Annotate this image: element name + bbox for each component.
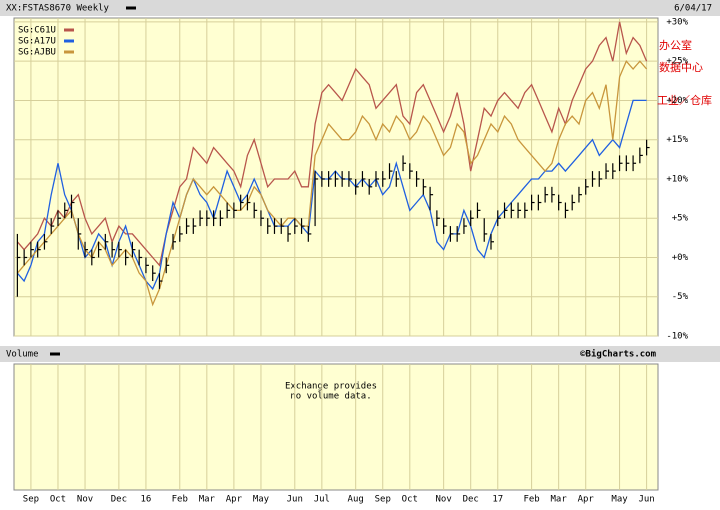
x-tick-label: Aug	[348, 495, 364, 505]
annotation: 工业／仓库	[657, 93, 712, 107]
header-bar	[0, 0, 720, 16]
plot-area	[13, 17, 659, 337]
x-tick-label: Apr	[226, 495, 243, 505]
x-tick-label: Jul	[314, 495, 330, 505]
x-tick-label: Feb	[172, 495, 188, 505]
x-tick-label: Oct	[50, 495, 66, 505]
volume-title: Volume	[6, 350, 39, 360]
x-tick-label: 17	[492, 495, 503, 505]
series-line	[16, 99, 647, 291]
legend-label: SG:A17U	[18, 37, 56, 47]
annotation: 办公室	[659, 38, 692, 52]
x-tick-label: May	[611, 495, 628, 505]
series-line	[16, 59, 648, 307]
x-tick-label: Jun	[638, 495, 654, 505]
x-tick-label: Apr	[578, 495, 595, 505]
y-tick-label: +0%	[672, 253, 689, 263]
y-tick-label: -5%	[672, 292, 689, 302]
y-tick-label: +15%	[666, 135, 688, 145]
volume-message: Exchange provides	[285, 382, 377, 392]
volume-message: no volume data.	[290, 392, 371, 402]
x-tick-label: Sep	[375, 495, 391, 505]
x-tick-label: May	[253, 495, 270, 505]
legend-label: SG:C61U	[18, 26, 56, 36]
y-tick-label: +30%	[666, 17, 688, 27]
y-tick-label: +20%	[666, 96, 688, 106]
x-tick-label: Jun	[287, 495, 303, 505]
series-line	[16, 21, 648, 267]
x-tick-label: 16	[141, 495, 152, 505]
x-tick-label: Mar	[551, 495, 568, 505]
x-tick-label: Dec	[111, 495, 127, 505]
annotation: 数据中心	[659, 60, 703, 74]
x-tick-label: Feb	[523, 495, 539, 505]
credit: ©BigCharts.com	[580, 349, 656, 360]
volume-area	[13, 363, 659, 491]
y-tick-label: +10%	[666, 174, 688, 184]
y-tick-label: +25%	[666, 57, 688, 67]
x-tick-label: Oct	[402, 495, 418, 505]
x-tick-label: Dec	[463, 495, 479, 505]
legend-label: SG:AJBU	[18, 48, 56, 58]
x-tick-label: Nov	[436, 495, 452, 505]
y-tick-label: -10%	[666, 332, 688, 342]
volume-header	[0, 346, 720, 362]
chart-title: XX:FSTAS8670 Weekly	[6, 4, 110, 14]
x-tick-label: Nov	[77, 495, 93, 505]
x-tick-label: Mar	[199, 495, 216, 505]
y-tick-label: +5%	[672, 214, 689, 224]
x-tick-label: Sep	[23, 495, 39, 505]
chart-date: 6/04/17	[674, 4, 712, 14]
